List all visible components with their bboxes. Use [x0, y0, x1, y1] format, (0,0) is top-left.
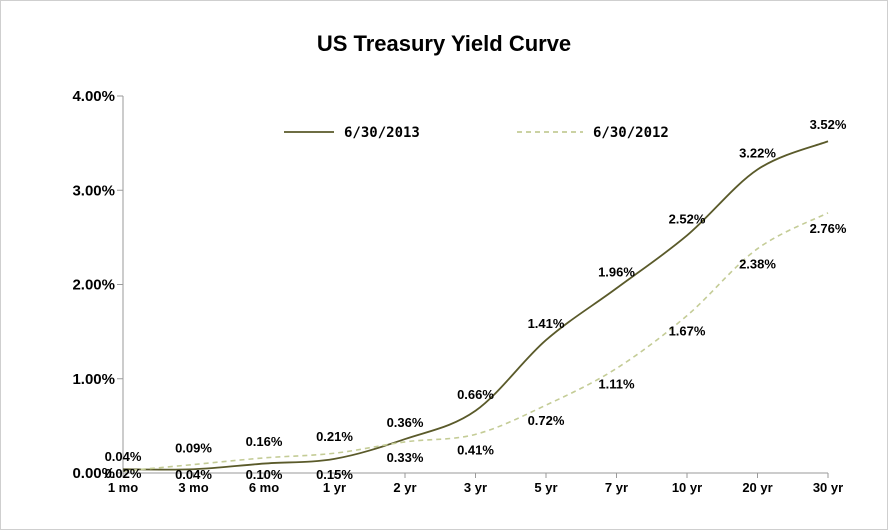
y-tick-label: 4.00% — [72, 88, 115, 105]
data-label: 0.02% — [105, 466, 142, 481]
y-tick-label: 2.00% — [72, 277, 115, 294]
data-label: 0.66% — [457, 387, 494, 402]
data-label: 1.67% — [669, 324, 706, 339]
data-label: 0.16% — [246, 434, 283, 449]
y-tick-label: 3.00% — [72, 182, 115, 199]
data-label: 2.52% — [669, 211, 706, 226]
x-tick-label: 10 yr — [672, 480, 702, 495]
x-tick-label: 20 yr — [742, 480, 772, 495]
data-label: 0.36% — [387, 415, 424, 430]
y-tick-label: 0.00% — [72, 465, 115, 482]
x-tick-label: 1 yr — [323, 480, 346, 495]
legend-label-2012: 6/30/2012 — [593, 125, 669, 141]
data-label: 0.72% — [528, 413, 565, 428]
data-label: 0.21% — [316, 429, 353, 444]
x-tick-label: 1 mo — [108, 480, 138, 495]
legend: 6/30/2013 6/30/2012 — [284, 125, 669, 141]
data-labels: 0.04% 0.02% 0.09% 0.04% 0.16% 0.10% 0.21% 0.15%… — [105, 117, 847, 482]
legend-label-2013: 6/30/2013 — [344, 125, 420, 141]
data-label: 0.15% — [316, 467, 353, 482]
x-tick-label: 30 yr — [813, 480, 843, 495]
data-label: 3.22% — [739, 146, 776, 161]
data-label: 3.52% — [810, 117, 847, 132]
x-tick-group: 1 mo 3 mo 6 mo 1 yr 2 yr 3 yr 5 yr 7 yr 10 yr 20 … — [108, 473, 843, 495]
data-label: 0.04% — [175, 467, 212, 482]
x-tick-label: 6 mo — [249, 480, 279, 495]
y-tick-label: 1.00% — [72, 371, 115, 388]
data-label: 0.41% — [457, 442, 494, 457]
series-lines — [122, 140, 829, 472]
data-label: 0.33% — [387, 450, 424, 465]
series-line-2013 — [122, 140, 829, 471]
x-tick-label: 7 yr — [605, 480, 628, 495]
data-label: 2.76% — [810, 221, 847, 236]
data-label: 0.10% — [246, 467, 283, 482]
data-label: 1.41% — [528, 316, 565, 331]
x-tick-label: 3 mo — [178, 480, 208, 495]
data-label: 0.04% — [105, 449, 142, 464]
data-label: 1.11% — [598, 376, 635, 391]
x-tick-label: 3 yr — [464, 480, 487, 495]
y-tick-group: 0.00% 1.00% 2.00% 3.00% 4.00% — [72, 88, 123, 482]
chart-title: US Treasury Yield Curve — [316, 31, 572, 56]
data-label: 1.96% — [598, 264, 635, 279]
data-label: 2.38% — [739, 257, 776, 272]
x-tick-label: 5 yr — [534, 480, 557, 495]
data-label: 0.09% — [175, 441, 212, 456]
series-line-2012 — [122, 212, 829, 472]
x-tick-label: 2 yr — [393, 480, 416, 495]
